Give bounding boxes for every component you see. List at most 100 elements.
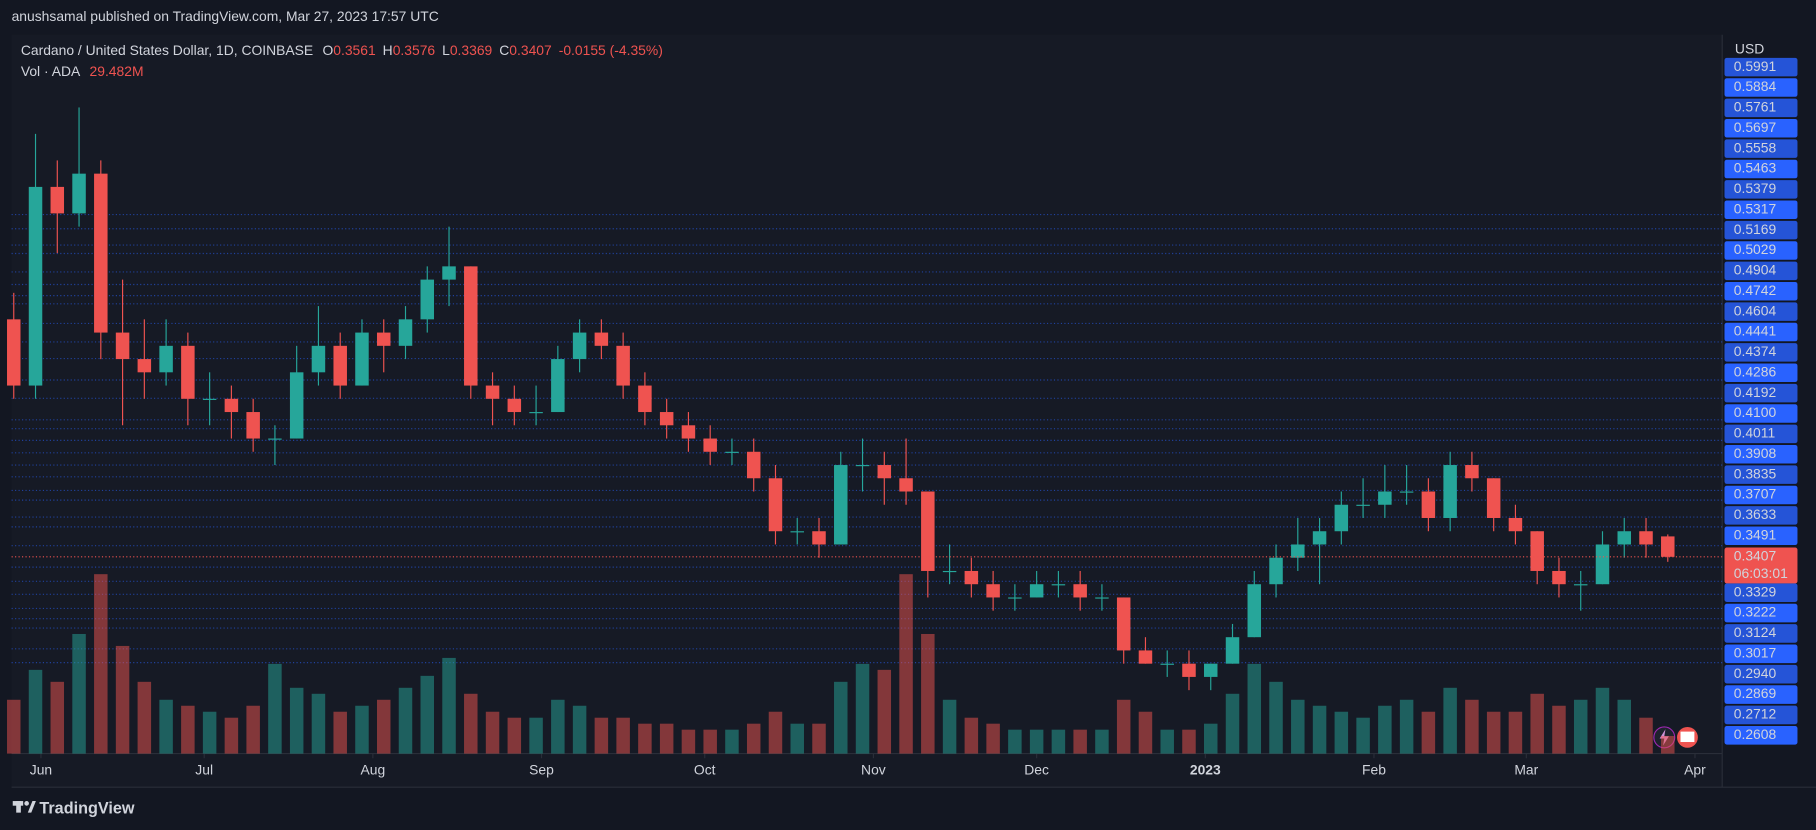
volume-bar [790,723,804,754]
volume-title: Vol · ADA [21,62,81,78]
candle-body [268,438,282,440]
volume-bar [94,574,108,754]
price-line-label-bg [1724,78,1798,97]
volume-bar [1051,729,1066,754]
y-axis-label: USD [1735,40,1764,56]
price-line-label: 0.5697 [1734,119,1777,135]
price-line-label-bg [1724,302,1798,321]
volume-bar [986,723,1000,754]
price-line-label: 0.4904 [1734,262,1777,278]
price-line-label-bg [1724,241,1798,260]
price-line-label-bg [1724,119,1798,138]
volume-bar [659,723,674,754]
volume-bar [398,687,413,754]
volume-bar [921,633,935,754]
volume-bar [246,705,260,754]
candle-body [28,186,43,386]
price-line-label: 0.5991 [1734,58,1777,74]
volume-bar [1182,729,1196,754]
volume-bar [746,723,761,754]
candle-body [1116,597,1131,651]
volume-bar [638,723,652,754]
volume-bar [877,669,892,754]
price-line-label-bg [1724,57,1798,77]
volume-bar [529,717,543,754]
volume-bar [72,633,86,754]
volume-bar [572,705,587,754]
x-tick-label: Jun [30,762,52,778]
price-line-label: 0.3908 [1734,445,1777,461]
candle-body [1225,637,1240,664]
volume-bar [289,687,304,754]
x-tick-label: Jul [195,762,213,778]
candle-body [551,359,565,413]
candle-body [7,319,21,386]
volume-bar [464,693,478,754]
candle-body [376,332,391,346]
price-line-label: 0.3633 [1734,506,1777,522]
price-line-label-bg [1724,383,1798,403]
current-price-label-bg [1724,547,1798,584]
candle-body [289,372,304,439]
legend-change: -0.0155 (-4.35%) [559,42,663,58]
price-line-label: 0.5169 [1734,221,1777,237]
price-line-label-bg [1724,485,1798,505]
volume-bar [942,699,957,754]
price-line-label: 0.2608 [1734,726,1777,742]
x-tick-label: Oct [694,762,716,778]
candle-body [1356,504,1370,506]
price-line-label-bg [1724,644,1798,664]
candle-body [529,412,543,414]
candle-body [1639,531,1653,545]
price-line-label-bg [1724,363,1798,383]
price-line-label-bg [1724,506,1798,525]
volume-bar [1029,729,1044,754]
volume-bar [507,717,522,754]
candle-body [681,425,696,439]
candle-body [616,345,630,386]
candle-body [1595,544,1610,585]
candle-body [246,412,260,439]
price-line-label: 0.3017 [1734,644,1777,660]
candle-body [725,451,739,453]
candle-body [638,385,652,413]
candle-body [1661,536,1675,557]
candle-body [1378,491,1392,505]
volume-bar [1008,729,1022,754]
candle-body [703,438,717,452]
volume-bar [725,729,739,754]
price-line-label-bg [1724,322,1798,342]
candle-body [507,398,522,413]
volume-bar [1312,705,1327,754]
price-line-label: 0.5884 [1734,78,1777,94]
candle-body [942,570,957,573]
candle-body [572,332,587,360]
volume-bar [1573,699,1588,754]
candle-body [921,491,935,571]
price-line-label-bg [1724,726,1798,745]
candle-body [659,412,674,426]
price-line-label-bg [1724,603,1798,623]
price-line-label: 0.5379 [1734,180,1777,196]
volume-bar [768,711,783,754]
candle-body [834,465,848,545]
candle-body [812,531,826,545]
candle-body [1291,544,1305,558]
candle-body [1160,663,1174,665]
price-line-label-bg [1724,583,1798,602]
candle-body [1182,663,1196,677]
footer-logo [12,801,36,813]
legend-value: 0.3407 [509,42,552,58]
footer-brand: TradingView [39,799,135,817]
price-line-label: 0.3491 [1734,526,1777,542]
legend-value: 0.3369 [450,42,493,58]
volume-bar [1378,705,1392,754]
volume-bar [1138,711,1153,754]
volume-bar [376,699,391,754]
price-line-label: 0.4374 [1734,343,1777,359]
price-line-label: 0.3835 [1734,465,1777,481]
candle-body [1138,650,1153,664]
candle-body [877,465,892,479]
candle-body [1617,531,1631,545]
